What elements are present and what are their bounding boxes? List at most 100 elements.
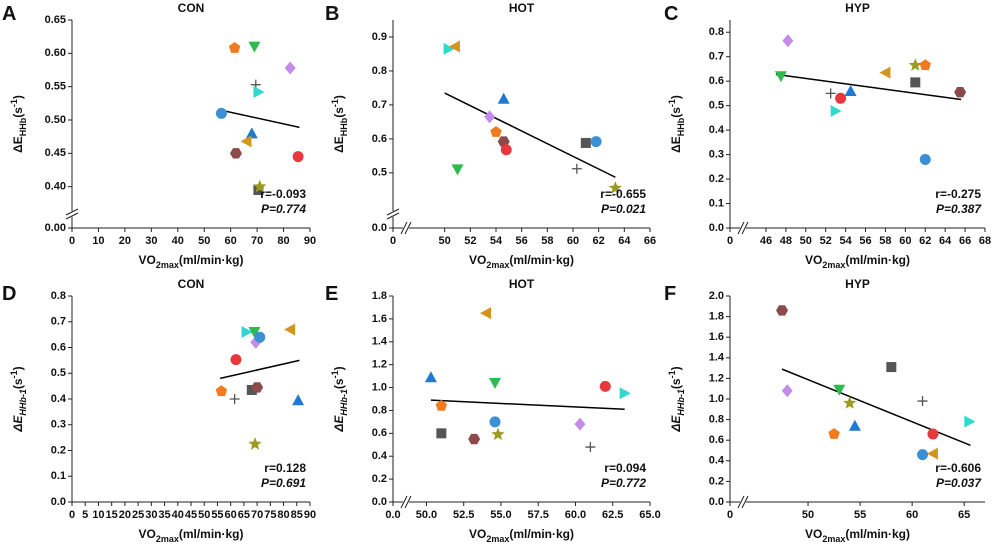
axis-break xyxy=(737,221,749,235)
point xyxy=(571,163,582,174)
y-label-main: ΔE xyxy=(669,136,683,153)
x-label-rest: (ml/min·kg) xyxy=(509,527,574,541)
x-tick-label: 52 xyxy=(820,235,832,247)
y-label-unit: (s xyxy=(669,107,683,118)
point xyxy=(230,354,242,366)
point xyxy=(245,127,258,139)
point xyxy=(468,433,481,445)
point xyxy=(879,66,891,79)
y-tick-label: 0.6 xyxy=(51,341,66,353)
point xyxy=(782,34,794,48)
x-tick-label: 50 xyxy=(198,235,210,247)
annotation: r=-0.655 xyxy=(600,187,646,201)
y-label-sub: HHb xyxy=(676,117,686,136)
axis-break-gap xyxy=(740,496,746,508)
point xyxy=(774,71,787,83)
y-axis-label: ΔEHHb(s-1) xyxy=(667,95,686,153)
x-axis-label: VO2max(ml/min·kg) xyxy=(805,253,910,270)
x-tick-label: 50 xyxy=(198,509,210,521)
y-label-main: ΔE xyxy=(332,415,346,433)
y-label-main: ΔE xyxy=(11,415,25,433)
x-label-sub: 2max xyxy=(156,260,179,270)
y-tick-label: 0.55 xyxy=(45,81,66,93)
y-tick-label: 0.40 xyxy=(45,181,66,193)
y-axis-label: ΔEHHb-1(s-1) xyxy=(9,366,28,432)
x-label-rest: (ml/min·kg) xyxy=(845,527,910,541)
point xyxy=(248,437,262,450)
x-tick-label: 80 xyxy=(277,235,289,247)
x-tick-label: 0 xyxy=(69,235,75,247)
point xyxy=(964,415,976,428)
x-label-rest: (ml/min·kg) xyxy=(179,253,244,267)
point xyxy=(489,416,501,428)
y-tick-label: 0.5 xyxy=(709,100,724,112)
y-label-sup: -1 xyxy=(9,370,19,378)
x-tick-label: 46 xyxy=(760,235,772,247)
y-tick-label: 0.00 xyxy=(45,222,66,234)
y-tick-label: 0.6 xyxy=(372,427,387,439)
y-label-sup: -1 xyxy=(330,370,340,378)
point xyxy=(781,384,793,398)
x-tick-label: 70 xyxy=(251,509,263,521)
y-tick-label: 0.7 xyxy=(51,316,66,328)
point xyxy=(917,396,928,407)
y-tick-label: 0.2 xyxy=(51,444,66,456)
x-tick-label: 64 xyxy=(939,235,952,247)
point xyxy=(844,84,857,96)
axis-break xyxy=(65,208,79,220)
y-tick-label: 0.3 xyxy=(709,148,724,160)
trendline xyxy=(219,109,300,129)
x-axis-label: VO2max(ml/min·kg) xyxy=(469,253,574,270)
panel-letter: C xyxy=(664,3,678,25)
y-tick-label: 0.8 xyxy=(51,290,66,302)
point xyxy=(910,77,921,88)
point xyxy=(253,86,265,98)
x-tick-label: 80 xyxy=(277,509,289,521)
point xyxy=(927,428,939,440)
x-tick-label: 0 xyxy=(390,235,396,247)
y-label-sup: -1 xyxy=(9,99,19,107)
point xyxy=(284,61,296,75)
x-tick-label: 90 xyxy=(304,509,316,521)
point xyxy=(451,164,464,176)
x-tick-label: 45 xyxy=(185,509,197,521)
x-tick-label: 55 xyxy=(854,509,866,521)
y-label-unit: (s xyxy=(332,378,346,389)
x-tick-label: 68 xyxy=(979,235,991,247)
point xyxy=(919,59,931,71)
axis-break xyxy=(386,208,400,220)
y-label-close: ) xyxy=(11,95,25,99)
axis-break xyxy=(400,495,412,509)
x-label-sub: 2max xyxy=(822,534,845,544)
x-label-sub: 2max xyxy=(822,260,845,270)
y-tick-label: 0.65 xyxy=(45,14,66,26)
x-tick-label: 40 xyxy=(172,509,184,521)
point xyxy=(292,151,304,163)
y-tick-label: 0.5 xyxy=(51,367,66,379)
x-label-main: VO xyxy=(138,527,155,541)
trendline xyxy=(781,368,971,447)
y-label-sub: HHb-1 xyxy=(339,389,349,416)
x-tick-label: 75 xyxy=(264,509,276,521)
panel-title: HOT xyxy=(509,277,535,291)
y-tick-label: 1.4 xyxy=(709,352,725,364)
point xyxy=(580,137,591,148)
x-tick-label: 52.5 xyxy=(453,509,474,521)
y-axis-label: ΔEHHb(s-1) xyxy=(330,95,349,153)
y-tick-label: 0.8 xyxy=(372,65,387,77)
y-label-sup: -1 xyxy=(330,99,340,107)
y-label-sub: HHb xyxy=(339,117,349,136)
x-tick-label: 65 xyxy=(958,509,970,521)
x-tick-label: 52 xyxy=(464,235,476,247)
point xyxy=(246,384,257,395)
x-tick-label: 60 xyxy=(906,509,918,521)
x-tick-label: 60 xyxy=(225,235,237,247)
x-tick-label: 20 xyxy=(119,509,131,521)
annotation: P=0.037 xyxy=(936,476,982,490)
y-label-main: ΔE xyxy=(669,415,683,433)
y-label-sub: HHb xyxy=(18,117,28,136)
x-tick-label: 0 xyxy=(69,509,75,521)
x-label-main: VO xyxy=(805,253,822,267)
annotation: P=0.774 xyxy=(261,202,306,216)
x-tick-label: 62.5 xyxy=(602,509,623,521)
